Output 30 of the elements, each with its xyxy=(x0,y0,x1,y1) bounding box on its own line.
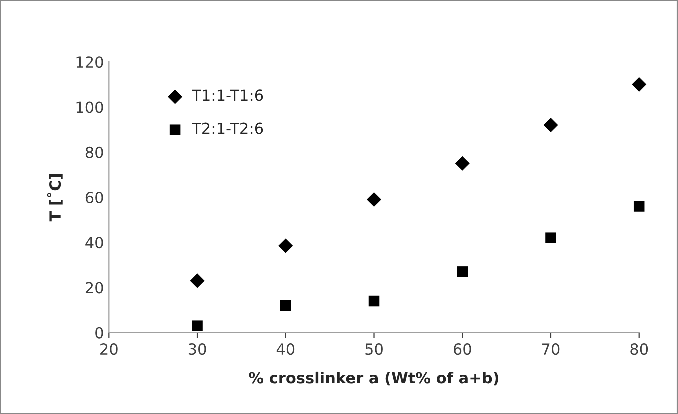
y-tick-label: 0 xyxy=(96,327,104,339)
y-axis-title: T [˚C] xyxy=(47,174,63,222)
point xyxy=(457,266,468,278)
x-tick-label: 60 xyxy=(454,344,472,356)
y-tick-label: 20 xyxy=(86,282,104,294)
x-tick-label: 50 xyxy=(366,344,383,356)
legend-label: T1:1-T1:6 xyxy=(192,90,264,102)
x-tick-label: 70 xyxy=(542,344,560,356)
y-tick-label: 100 xyxy=(76,102,104,114)
point xyxy=(280,300,292,312)
point xyxy=(278,238,294,254)
point xyxy=(634,201,645,212)
y-tick-label: 80 xyxy=(86,146,104,158)
x-tick-label: 40 xyxy=(276,344,295,356)
point xyxy=(366,192,382,208)
point xyxy=(546,232,556,244)
x-axis-title: % crosslinker a (Wt% of a+b) xyxy=(249,372,498,386)
y-tick-label: 40 xyxy=(86,237,104,249)
point xyxy=(632,77,647,92)
x-tick-label: 80 xyxy=(630,344,648,356)
point xyxy=(368,296,380,307)
point xyxy=(192,320,203,332)
y-tick-label: 60 xyxy=(86,192,104,204)
point xyxy=(544,118,558,133)
point xyxy=(190,274,205,288)
x-tick-label: 30 xyxy=(188,344,206,356)
x-tick-label: 20 xyxy=(100,344,118,356)
y-tick-label: 120 xyxy=(76,56,104,68)
legend-label: T2:1-T2:6 xyxy=(192,122,264,134)
point xyxy=(455,156,470,171)
